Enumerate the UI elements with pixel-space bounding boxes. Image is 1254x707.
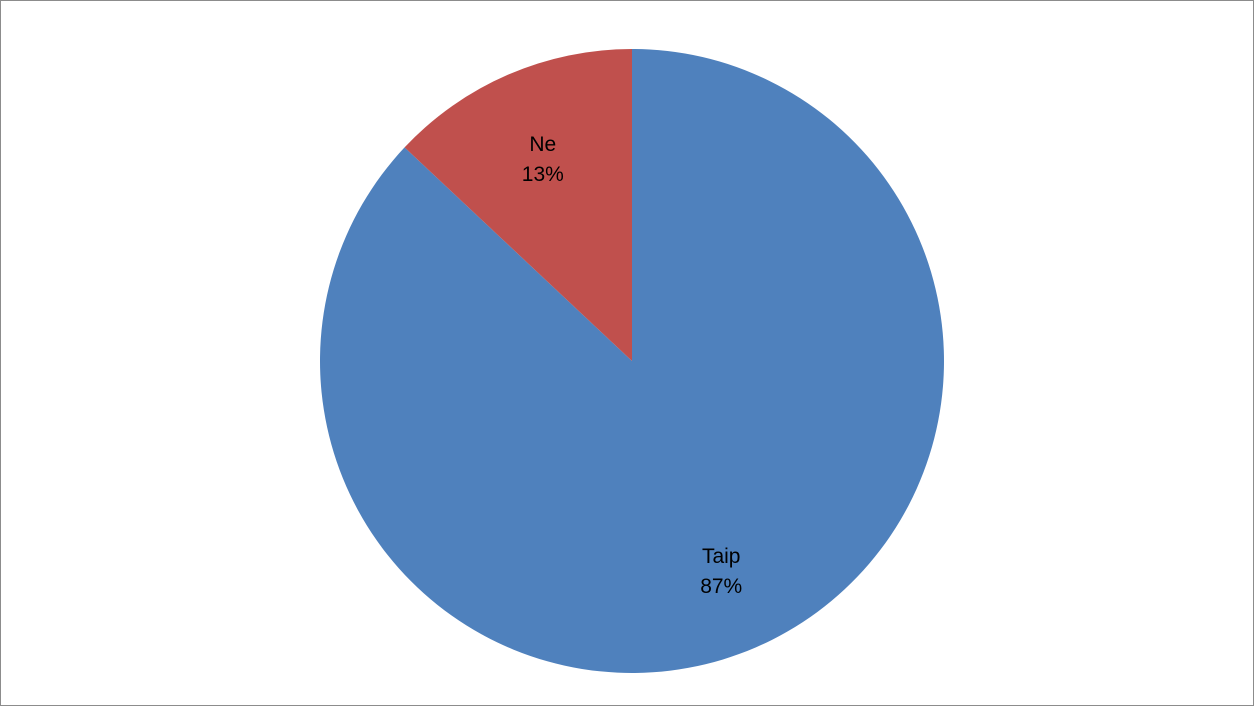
- pie-labels: Taip 87% Ne 13%: [522, 133, 742, 598]
- slice-value-label: 87%: [700, 575, 742, 598]
- pie-slice-taip: [320, 49, 945, 674]
- slice-value-label: 13%: [522, 163, 564, 186]
- pie-slices: [320, 49, 945, 674]
- pie-slice-ne: [404, 49, 632, 361]
- slice-category-label: Ne: [529, 133, 556, 156]
- slice-category-label: Taip: [702, 545, 741, 568]
